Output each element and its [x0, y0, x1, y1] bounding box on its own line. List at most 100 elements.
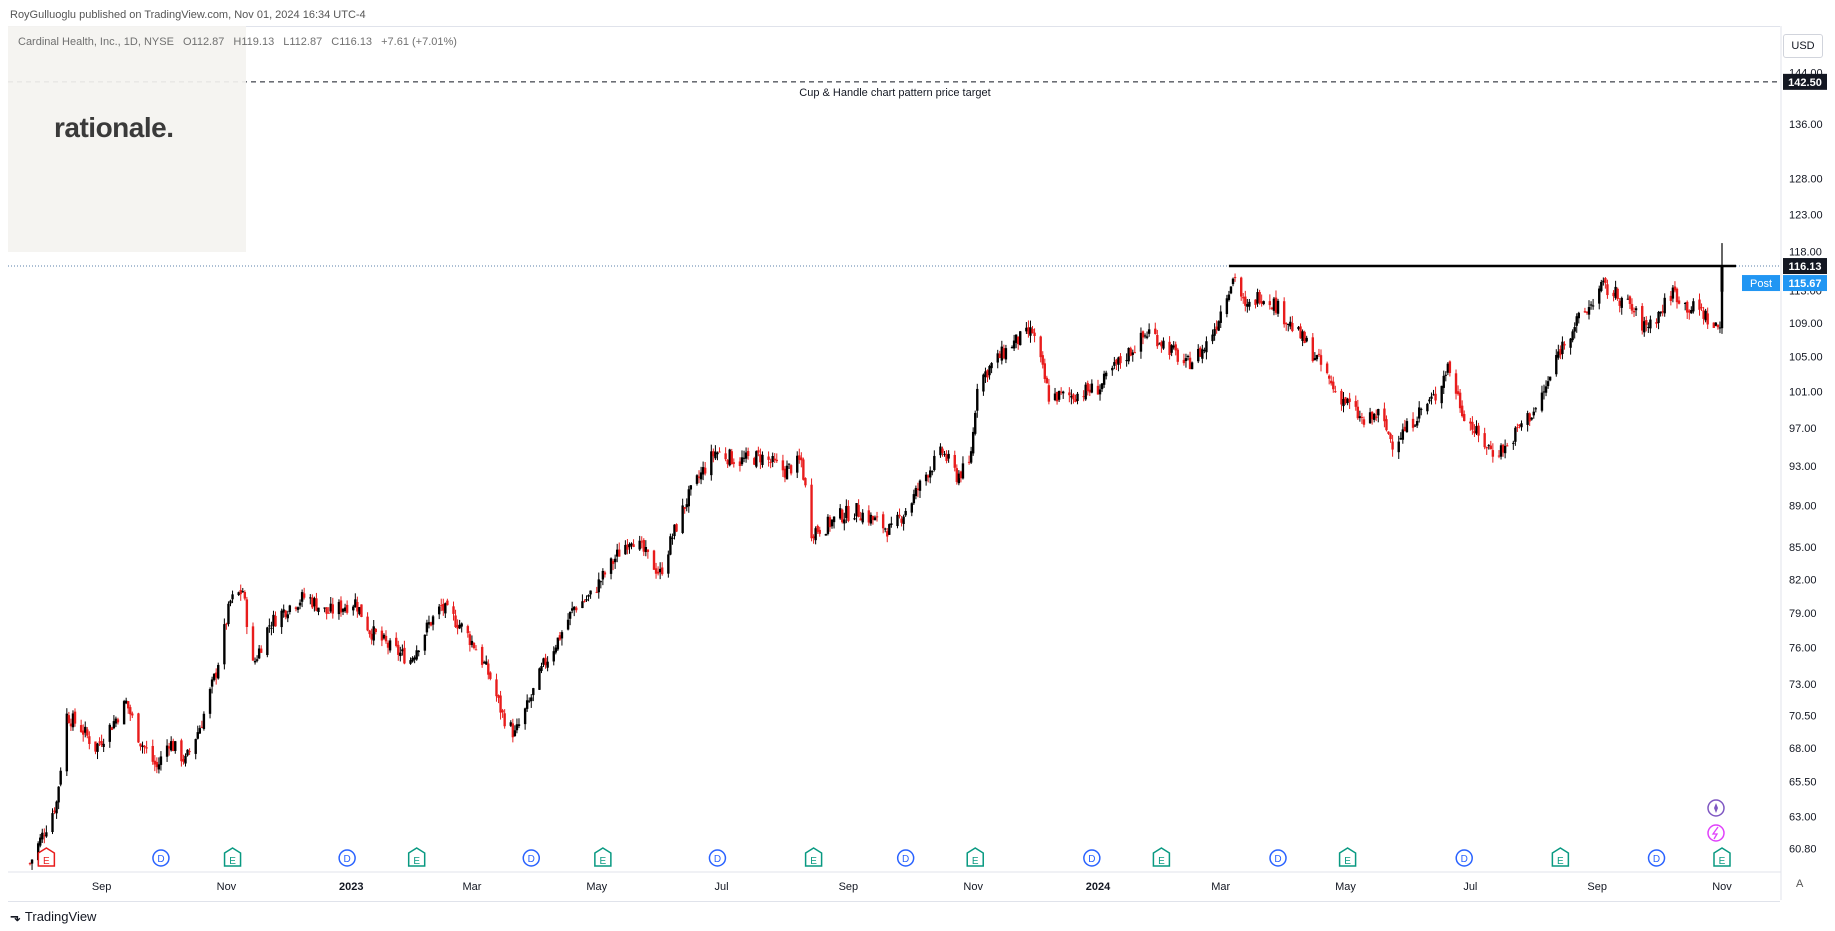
chart-frame[interactable] [8, 26, 1780, 902]
candle-body [1131, 352, 1134, 355]
candle-body [165, 745, 169, 757]
earnings-marker[interactable] [1338, 847, 1357, 867]
candle-body [127, 701, 130, 709]
earnings-marker[interactable] [804, 847, 823, 867]
candle-body [1606, 284, 1609, 296]
candle-body [468, 634, 472, 646]
candle-body [1385, 419, 1388, 431]
candle-body [110, 727, 114, 730]
candle-body [941, 448, 944, 453]
candle-body [360, 604, 363, 617]
candle-body [470, 640, 474, 645]
candle-body [1454, 373, 1458, 394]
candle-body [1027, 327, 1030, 334]
candle-body [141, 745, 144, 747]
candle-body [200, 726, 204, 728]
candle-body [847, 506, 850, 521]
candle-body [208, 689, 212, 714]
candle-body [182, 759, 185, 762]
candle-body [315, 598, 318, 611]
candle-body [1268, 301, 1272, 306]
candle-body [1231, 278, 1235, 285]
symbol-legend[interactable]: Cardinal Health, Inc., 1D, NYSE O112.87 … [18, 36, 463, 48]
candle-body [1088, 389, 1092, 393]
candle-body [652, 550, 656, 570]
candle-body [1544, 386, 1548, 393]
candle-body [1471, 421, 1474, 430]
earnings-marker[interactable] [223, 847, 242, 867]
footer-brand[interactable]: ⬎ TradingView [10, 909, 96, 925]
candle-body [137, 713, 140, 743]
dividend-marker[interactable] [896, 849, 915, 867]
earnings-marker[interactable] [37, 847, 56, 867]
candle-body [1258, 292, 1261, 303]
earnings-marker[interactable] [407, 847, 426, 867]
dividend-marker[interactable] [1455, 849, 1473, 867]
x-tick-label: 2023 [339, 881, 363, 893]
candle-body [1203, 349, 1206, 351]
candle-body [1313, 358, 1317, 361]
candle-body [1391, 441, 1394, 450]
candle-body [245, 599, 249, 628]
candle-body [1012, 340, 1016, 349]
candle-body [1497, 455, 1501, 457]
candle-body [1289, 321, 1292, 327]
dividend-marker[interactable] [1647, 849, 1666, 867]
candle-body [280, 610, 283, 628]
earnings-marker[interactable] [966, 847, 984, 867]
candle-body [857, 504, 860, 517]
candle-body [587, 594, 590, 597]
candle-body [730, 451, 733, 465]
earnings-marker-label: E [413, 856, 420, 867]
candle-body [1405, 421, 1409, 433]
candle-body [1170, 345, 1173, 353]
y-tick-label: 105.00 [1789, 352, 1823, 364]
candle-body [429, 622, 433, 626]
candle-body [1444, 374, 1447, 376]
candle-body [671, 537, 674, 539]
candle-body [914, 488, 918, 497]
earnings-marker[interactable] [1152, 847, 1171, 867]
candle-body [417, 650, 420, 653]
candle-body [800, 457, 803, 461]
split-event-icon[interactable] [1707, 824, 1725, 842]
candle-body [509, 722, 512, 726]
candle-body [732, 462, 736, 464]
candle-body [1019, 331, 1022, 346]
earnings-marker[interactable] [594, 847, 612, 867]
candle-body [274, 615, 277, 627]
x-tick-label: Sep [92, 881, 112, 893]
earnings-marker[interactable] [1713, 847, 1731, 867]
currency-button[interactable]: USD [1783, 34, 1823, 58]
candle-body [916, 488, 920, 491]
candle-body [231, 594, 234, 600]
candle-body [1317, 353, 1321, 355]
dividend-marker[interactable] [1269, 849, 1287, 867]
candle-body [1100, 383, 1104, 390]
candle-body [483, 662, 486, 664]
candle-body [472, 642, 476, 649]
candle-body [217, 664, 220, 679]
candle-body [1411, 418, 1415, 428]
candle-body [1505, 445, 1509, 447]
dividend-marker[interactable] [522, 849, 541, 867]
dividend-marker[interactable] [708, 849, 727, 867]
earnings-marker-label: E [1557, 856, 1564, 867]
candle-body [1342, 399, 1345, 407]
dividend-marker[interactable] [1083, 849, 1101, 867]
y-tick-label: 73.00 [1789, 679, 1817, 691]
candle-body [1397, 441, 1400, 453]
candle-body [1010, 347, 1014, 349]
candle-body [888, 524, 891, 535]
candle-body [1227, 294, 1231, 300]
candle-body [628, 544, 631, 548]
dividend-marker[interactable] [152, 849, 170, 867]
candle-body [701, 467, 705, 475]
dividend-marker[interactable] [338, 849, 356, 867]
auto-scale-button[interactable]: A [1796, 878, 1804, 890]
candle-body [1377, 409, 1380, 416]
candle-body [1125, 360, 1128, 362]
earnings-marker[interactable] [1551, 847, 1570, 867]
candle-body [718, 451, 721, 453]
